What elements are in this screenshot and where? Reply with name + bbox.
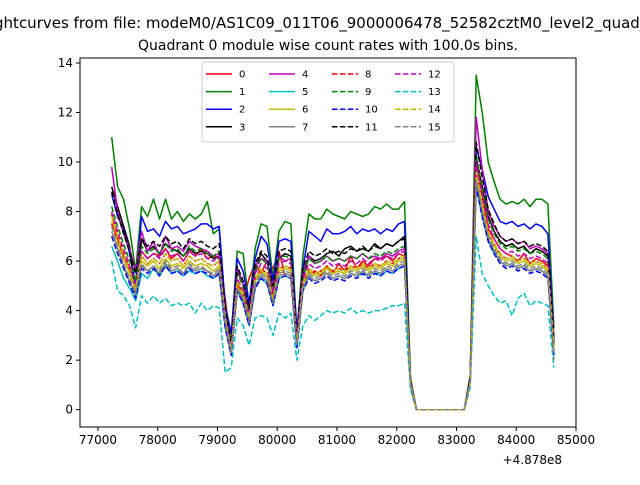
y-tick-label: 8 xyxy=(65,205,73,219)
legend-label-9: 9 xyxy=(365,87,371,98)
legend-label-15: 15 xyxy=(428,122,441,133)
legend-label-4: 4 xyxy=(302,70,308,81)
y-tick-label: 10 xyxy=(58,155,73,169)
legend-label-0: 0 xyxy=(239,70,245,81)
series-layer xyxy=(110,74,555,411)
series-line-12 xyxy=(110,161,555,411)
x-offset-label: +4.878e8 xyxy=(503,453,562,467)
y-tick-label: 0 xyxy=(65,403,73,417)
y-tick-label: 14 xyxy=(58,56,73,70)
series-line-14 xyxy=(110,171,555,411)
legend-label-10: 10 xyxy=(365,105,378,116)
x-tick-label: 78000 xyxy=(139,433,177,447)
x-tick-label: 85000 xyxy=(557,433,595,447)
series-line-4 xyxy=(110,116,555,411)
legend-label-2: 2 xyxy=(239,105,245,116)
legend-label-1: 1 xyxy=(239,87,245,98)
legend-label-13: 13 xyxy=(428,87,441,98)
y-tick-label: 2 xyxy=(65,353,73,367)
axes-frame xyxy=(79,57,577,428)
legend-label-12: 12 xyxy=(428,70,441,81)
series-line-13 xyxy=(110,235,555,411)
figure-suptitle: Plotting lightcurves from file: modeM0/A… xyxy=(0,14,640,33)
x-tick-label: 83000 xyxy=(437,433,475,447)
series-line-9 xyxy=(110,153,555,411)
legend-label-11: 11 xyxy=(365,122,378,133)
y-axis: 0 2 4 6 8 10 12 14 xyxy=(58,56,80,417)
x-tick-label: 82000 xyxy=(378,433,416,447)
x-axis: 77000 78000 79000 80000 81000 82000 83000 84000… xyxy=(79,427,595,447)
y-tick-label: 4 xyxy=(65,304,73,318)
legend-box xyxy=(201,61,455,143)
series-line-2 xyxy=(110,146,555,411)
x-tick-label: 81000 xyxy=(318,433,356,447)
series-line-11 xyxy=(110,141,555,411)
legend-label-8: 8 xyxy=(365,70,371,81)
x-tick-label: 80000 xyxy=(258,433,296,447)
x-tick-label: 77000 xyxy=(79,433,117,447)
legend-label-6: 6 xyxy=(302,105,308,116)
y-tick-label: 6 xyxy=(65,254,73,268)
y-tick-label: 12 xyxy=(58,105,73,119)
x-tick-label: 79000 xyxy=(198,433,236,447)
legend-label-14: 14 xyxy=(428,105,441,116)
series-line-15 xyxy=(110,178,555,411)
legend-label-7: 7 xyxy=(302,122,308,133)
legend-label-5: 5 xyxy=(302,87,308,98)
x-tick-label: 84000 xyxy=(497,433,535,447)
chart-title: Quadrant 0 module wise count rates with … xyxy=(138,38,518,54)
legend-label-3: 3 xyxy=(239,122,245,133)
series-line-1 xyxy=(110,74,555,411)
series-line-10 xyxy=(110,186,555,411)
